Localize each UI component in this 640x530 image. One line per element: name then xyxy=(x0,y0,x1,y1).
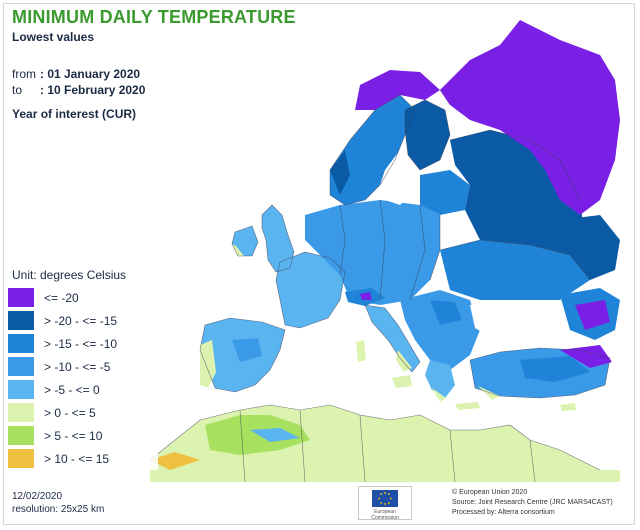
legend-item: > -5 - <= 0 xyxy=(8,378,158,401)
legend-swatch xyxy=(8,380,34,399)
legend-item: > -20 - <= -15 xyxy=(8,309,158,332)
norway-coast-cold xyxy=(330,150,350,195)
ireland-coast-mild xyxy=(232,244,244,256)
france-region xyxy=(276,252,345,328)
lapland-coldest xyxy=(355,70,440,110)
alps-coldest xyxy=(360,292,372,300)
atlas-cold-patch xyxy=(250,428,300,442)
to-date: : 10 February 2020 xyxy=(40,83,146,97)
legend-label: > 5 - <= 10 xyxy=(44,428,103,443)
sicily xyxy=(392,375,412,388)
volga-cold xyxy=(560,215,620,280)
legend-unit: Unit: degrees Celsius xyxy=(12,268,127,282)
cyprus xyxy=(560,403,576,411)
kola-coldest xyxy=(440,75,490,105)
balkans-cold xyxy=(430,300,462,325)
legend-swatch xyxy=(8,403,34,422)
balkans-region xyxy=(400,290,480,370)
central-europe-region xyxy=(305,200,440,305)
map-title: MINIMUM DAILY TEMPERATURE xyxy=(12,7,296,27)
anatolia-cold xyxy=(520,356,590,382)
legend: Unit: degrees Celsius <= -20 > -20 - <= … xyxy=(8,268,158,470)
baltic-states-region xyxy=(420,170,470,215)
great-britain xyxy=(262,205,294,272)
date-range: from : 01 January 2020 to : 10 February … xyxy=(12,66,145,98)
legend-label: > -20 - <= -15 xyxy=(44,313,118,328)
legend-item: > 5 - <= 10 xyxy=(8,424,158,447)
issue-date: 12/02/2020 xyxy=(12,491,63,502)
black-sea xyxy=(470,300,560,345)
credits: © European Union 2020 Source: Joint Rese… xyxy=(452,488,613,518)
russia-coldest-region xyxy=(440,20,620,215)
anatolia-coldest xyxy=(560,345,612,368)
map-frame xyxy=(3,3,635,525)
legend-swatch xyxy=(8,357,34,376)
resolution-text: resolution: 25x25 km xyxy=(12,504,105,515)
from-label: from xyxy=(12,67,36,81)
sahara-warm-zone xyxy=(150,452,200,470)
logo-text: European Commission xyxy=(371,509,399,521)
norway-sweden-region xyxy=(330,95,415,205)
italy-region xyxy=(365,305,420,372)
source-line: Source: Joint Research Centre (JRC MARS4… xyxy=(452,499,613,506)
legend-item: > 10 - <= 15 xyxy=(8,447,158,470)
caucasus-coldest xyxy=(575,300,610,330)
legend-label: > -10 - <= -5 xyxy=(44,359,111,374)
legend-item: > -15 - <= -10 xyxy=(8,332,158,355)
footer-info: 12/02/2020 resolution: 25x25 km xyxy=(12,490,104,516)
iberia-interior-cold xyxy=(232,338,262,362)
legend-label: > -15 - <= -10 xyxy=(44,336,118,351)
legend-item: > -10 - <= -5 xyxy=(8,355,158,378)
legend-swatch xyxy=(8,334,34,353)
from-date: : 01 January 2020 xyxy=(40,67,141,81)
year-of-interest: Year of interest (CUR) xyxy=(12,107,137,121)
sardinia xyxy=(356,340,366,362)
legend-swatch xyxy=(8,449,34,468)
to-label: to xyxy=(12,83,23,97)
crete xyxy=(455,402,480,410)
legend-label: > -5 - <= 0 xyxy=(44,382,100,397)
legend-label: > 0 - <= 5 xyxy=(44,405,96,420)
greece-coast-mild xyxy=(432,388,446,402)
ukraine-region xyxy=(440,240,590,300)
iberia-coast-mild xyxy=(200,340,222,392)
turkey-coast-mild xyxy=(478,386,500,400)
legend-swatch xyxy=(8,288,34,307)
ireland xyxy=(232,226,258,256)
legend-label: > 10 - <= 15 xyxy=(44,451,110,466)
eu-flag-icon xyxy=(372,490,398,507)
processed-by-line: Processed by: Alterra consortium xyxy=(452,509,555,516)
legend-swatch xyxy=(8,426,34,445)
legend-item: > 0 - <= 5 xyxy=(8,401,158,424)
country-borders xyxy=(149,94,611,483)
north-africa-warm-band xyxy=(205,415,310,455)
legend-swatch xyxy=(8,311,34,330)
italy-coast-mild xyxy=(396,350,412,372)
copyright-line: © European Union 2020 xyxy=(452,489,528,496)
baltic-sea xyxy=(380,150,415,205)
finland-region xyxy=(405,100,450,170)
map-subtitle: Lowest values xyxy=(12,30,95,44)
european-commission-logo: European Commission xyxy=(358,486,412,521)
legend-item: <= -20 xyxy=(8,286,158,309)
legend-label: <= -20 xyxy=(44,290,79,305)
